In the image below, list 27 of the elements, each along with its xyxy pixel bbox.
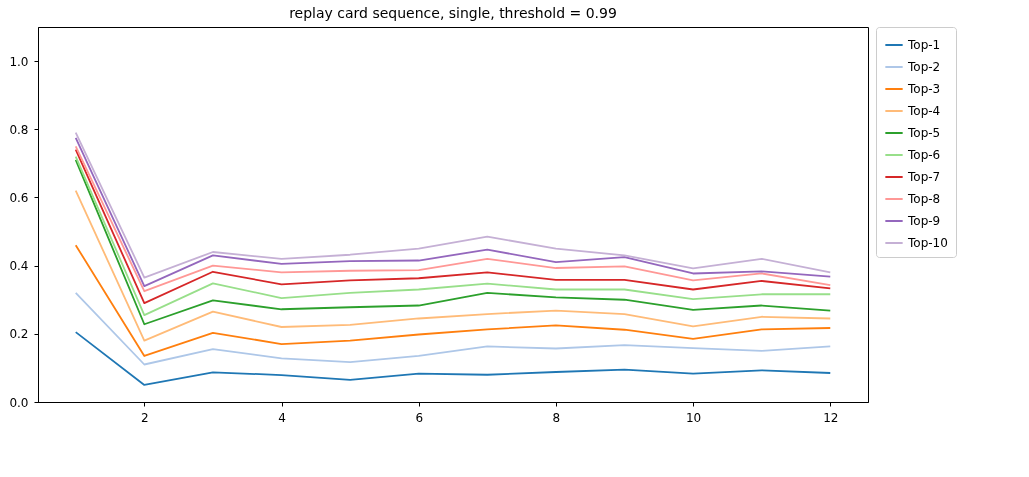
y-tick-label: 0.4 (9, 259, 29, 274)
legend-label: Top-1 (907, 38, 941, 52)
x-tick-label: 8 (552, 410, 561, 425)
chart-title: replay card sequence, single, threshold = 0.99 (289, 4, 617, 21)
x-tick-label: 12 (823, 410, 839, 425)
line-series (74, 292, 832, 366)
y-tick-label: 0.6 (9, 190, 29, 205)
line-series (74, 244, 832, 357)
legend-label: Top-5 (907, 126, 941, 140)
y-tick-label: 1.0 (9, 54, 29, 69)
legend-label: Top-3 (907, 82, 941, 96)
x-tick-label: 2 (141, 410, 149, 425)
legend-label: Top-7 (907, 170, 941, 184)
y-tick-label: 0.8 (9, 122, 29, 137)
x-tick-label: 6 (415, 410, 424, 425)
line-series (74, 189, 832, 342)
y-tick-label: 0.0 (9, 395, 29, 410)
legend-label: Top-10 (907, 236, 948, 250)
x-tick-label: 4 (278, 410, 286, 425)
line-series (74, 331, 832, 386)
y-tick-label: 0.2 (9, 327, 29, 342)
legend-label: Top-8 (907, 192, 941, 206)
x-tick-label: 10 (685, 410, 702, 425)
legend-label: Top-2 (907, 60, 941, 74)
legend-label: Top-6 (907, 148, 941, 162)
legend-label: Top-9 (907, 214, 941, 228)
legend-label: Top-4 (907, 104, 941, 118)
